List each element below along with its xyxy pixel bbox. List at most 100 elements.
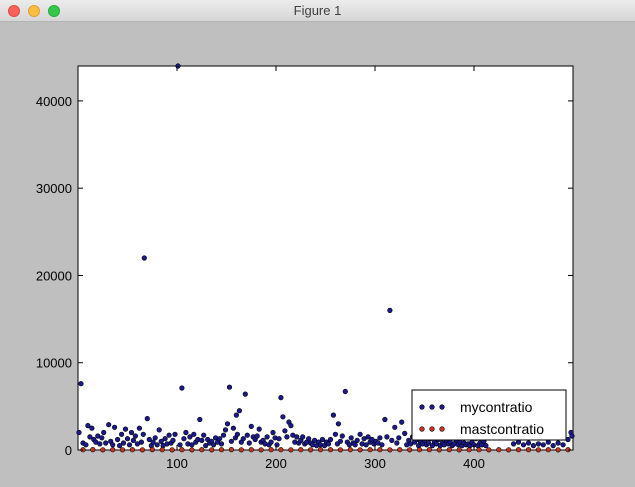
point-mycontratio-72 — [199, 437, 205, 444]
point-mycontratio-63 — [177, 442, 183, 448]
point-mastcontratio-22 — [298, 447, 304, 453]
window-titlebar: Figure 1 — [0, 0, 635, 22]
point-mastcontratio-27 — [347, 447, 353, 453]
plot-area — [77, 65, 574, 451]
legend-marker-mycontratio — [429, 404, 435, 410]
point-mycontratio-82 — [218, 441, 225, 447]
point-mastcontratio-20 — [278, 447, 284, 453]
point-mycontratio-86 — [228, 438, 234, 444]
point-mycontratio-130 — [325, 441, 332, 447]
x-tick-label: 100 — [166, 456, 188, 471]
point-mycontratio-110 — [284, 434, 290, 440]
point-mycontratio-158 — [396, 435, 402, 441]
point-mycontratio-205 — [530, 443, 537, 449]
point-mastcontratio-7 — [149, 447, 155, 453]
point-mycontratio-109 — [282, 428, 288, 434]
point-mycontratio-29 — [101, 429, 107, 436]
legend-label-mastcontratio: mastcontratio — [460, 421, 544, 437]
point-mycontratio-108 — [276, 436, 282, 442]
point-mycontratio-105 — [270, 429, 276, 436]
legend-marker-mycontratio — [419, 404, 425, 410]
point-mycontratio-11 — [233, 412, 239, 418]
point-mycontratio-104 — [268, 439, 274, 445]
point-mycontratio-44 — [132, 433, 138, 439]
point-mycontratio-10 — [197, 416, 203, 423]
point-mastcontratio-5 — [129, 447, 135, 453]
point-mycontratio-131 — [327, 436, 334, 443]
point-mycontratio-83 — [220, 432, 227, 438]
point-mycontratio-53 — [154, 442, 160, 448]
point-mycontratio-98 — [256, 426, 262, 432]
point-mastcontratio-6 — [139, 447, 145, 453]
point-mycontratio-4 — [179, 385, 185, 391]
point-mycontratio-84 — [222, 427, 229, 433]
point-mastcontratio-30 — [377, 447, 383, 453]
point-mastcontratio-23 — [308, 447, 314, 453]
point-mycontratio-34 — [111, 424, 118, 430]
point-mycontratio-57 — [162, 436, 168, 442]
point-mycontratio-38 — [120, 440, 127, 446]
point-mycontratio-62 — [172, 431, 178, 437]
point-mycontratio-36 — [116, 443, 123, 449]
point-mycontratio-97 — [254, 433, 260, 439]
point-mycontratio-114 — [294, 434, 300, 440]
point-mycontratio-31 — [106, 422, 112, 428]
point-mycontratio-28 — [99, 435, 105, 441]
y-tick-label: 30000 — [36, 181, 72, 196]
point-mycontratio-107 — [274, 442, 280, 448]
point-mycontratio-22 — [87, 434, 93, 440]
point-mycontratio-111 — [288, 423, 294, 429]
point-mycontratio-171 — [425, 440, 432, 446]
point-mycontratio-21 — [85, 423, 91, 429]
point-mycontratio-204 — [525, 440, 532, 446]
legend-marker-mycontratio — [439, 404, 445, 410]
point-mycontratio-157 — [394, 440, 400, 446]
point-mycontratio-85 — [224, 421, 231, 427]
point-mastcontratio-9 — [169, 447, 175, 453]
point-mycontratio-52 — [152, 435, 158, 441]
point-mycontratio-209 — [550, 443, 556, 449]
point-mycontratio-92 — [244, 432, 250, 438]
point-mycontratio-78 — [211, 442, 217, 448]
point-mycontratio-206 — [535, 441, 542, 447]
close-window-button[interactable] — [8, 5, 20, 17]
point-mycontratio-89 — [234, 431, 240, 437]
point-mycontratio-145 — [363, 442, 369, 448]
point-mycontratio-132 — [332, 431, 339, 437]
point-mastcontratio-31 — [387, 447, 393, 453]
point-mycontratio-23 — [89, 425, 95, 431]
point-mycontratio-152 — [377, 435, 383, 441]
point-mycontratio-68 — [189, 442, 195, 448]
point-mycontratio-8 — [278, 395, 284, 401]
point-mycontratio-42 — [128, 429, 135, 436]
minimize-window-button[interactable] — [28, 5, 40, 17]
point-mycontratio-37 — [118, 431, 125, 437]
point-mycontratio-211 — [560, 442, 566, 448]
point-mastcontratio-35 — [426, 447, 433, 453]
point-mycontratio-91 — [240, 436, 246, 442]
point-mastcontratio-29 — [367, 447, 373, 453]
point-mycontratio-203 — [520, 442, 527, 448]
point-mastcontratio-13 — [209, 447, 215, 453]
point-mastcontratio-46 — [535, 447, 542, 453]
point-mastcontratio-12 — [199, 447, 205, 453]
point-mycontratio-138 — [348, 435, 354, 441]
point-mycontratio-5 — [226, 384, 233, 390]
point-mycontratio-48 — [140, 431, 146, 437]
legend-marker-mastcontratio — [439, 426, 445, 432]
point-mycontratio-9 — [144, 416, 150, 422]
point-mastcontratio-43 — [506, 447, 512, 453]
point-mycontratio-55 — [158, 438, 164, 444]
point-mycontratio-94 — [248, 423, 254, 430]
point-mastcontratio-45 — [525, 447, 532, 453]
y-tick-label: 0 — [65, 443, 72, 458]
point-mycontratio-1 — [175, 63, 181, 69]
zoom-window-button[interactable] — [48, 5, 60, 17]
point-mycontratio-47 — [138, 439, 144, 445]
legend-marker-mastcontratio — [429, 426, 435, 432]
point-mycontratio-46 — [136, 425, 142, 431]
point-mastcontratio-47 — [545, 447, 551, 453]
point-mycontratio-117 — [300, 434, 306, 440]
y-tick-label: 20000 — [36, 268, 72, 283]
point-mycontratio-93 — [246, 440, 252, 446]
